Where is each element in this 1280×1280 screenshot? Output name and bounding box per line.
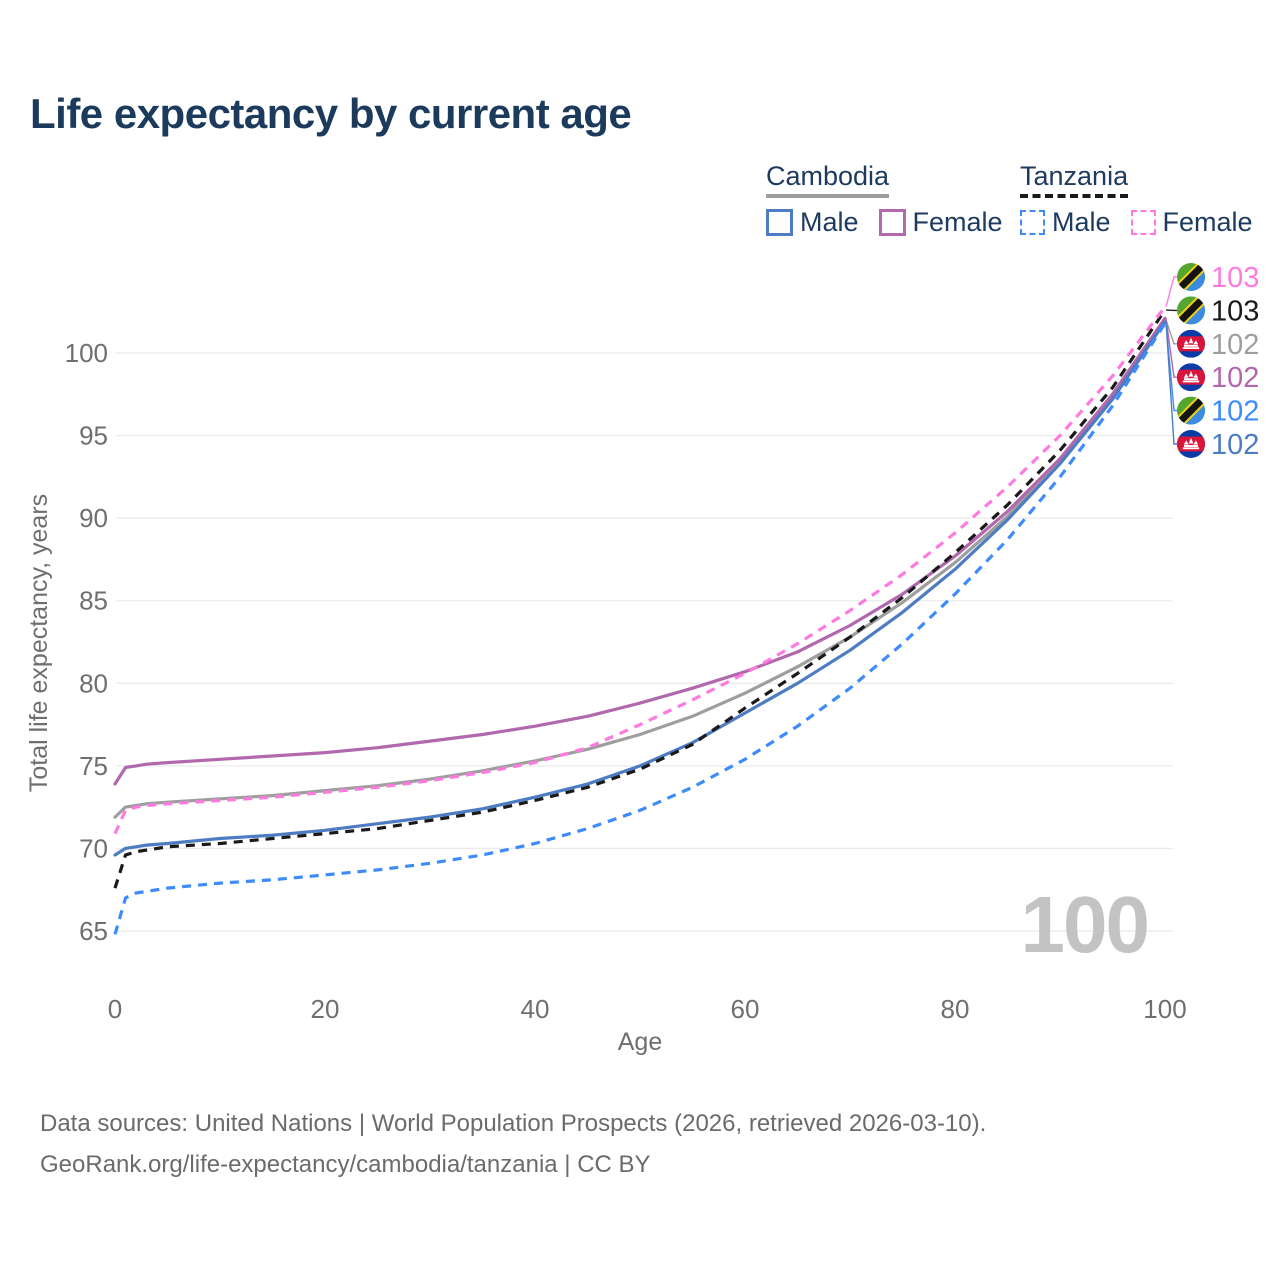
legend-label: Male — [1052, 207, 1111, 237]
y-axis-title: Total life expectancy, years — [25, 494, 53, 792]
series-line-tanzania_female[interactable] — [113, 305, 1167, 835]
cambodia-flag-icon — [1177, 430, 1205, 458]
series-line-tanzania_both[interactable] — [113, 309, 1167, 889]
end-value-label-cambodia_both: 102 — [1211, 329, 1259, 361]
y-tick-label: 70 — [79, 833, 108, 863]
end-value-label-cambodia_female: 102 — [1211, 362, 1259, 394]
y-tick-label: 95 — [79, 421, 108, 451]
leader-line-cambodia_male — [1165, 321, 1177, 445]
cambodia-flag-icon — [1177, 330, 1205, 358]
legend-item-cambodia-male[interactable]: Male — [766, 207, 859, 238]
legend-item-cambodia-female[interactable]: Female — [878, 207, 1003, 238]
age-watermark: 100 — [1021, 880, 1148, 969]
legend-item-tanzania-female[interactable]: Female — [1130, 207, 1253, 238]
legend-group-tanzania: Tanzania Male Female — [1020, 161, 1253, 238]
y-tick-label: 65 — [79, 916, 108, 946]
tanzania-flag-icon — [1177, 296, 1205, 324]
x-axis-tick-labels: 0 20 40 60 80 100 — [108, 994, 1187, 1024]
end-value-label-cambodia_male: 102 — [1211, 429, 1259, 461]
tanzania-female-swatch-icon — [1130, 210, 1156, 235]
flag-icons — [1177, 263, 1205, 458]
y-tick-label: 85 — [79, 586, 108, 616]
x-tick-label: 100 — [1143, 994, 1186, 1024]
cambodia-female-swatch-icon — [878, 209, 906, 236]
leader-line-cambodia_female — [1165, 318, 1177, 378]
x-tick-label: 60 — [731, 994, 760, 1024]
tanzania-flag-icon — [1177, 263, 1205, 291]
series-line-cambodia_male[interactable] — [113, 320, 1167, 857]
legend-country-cambodia: Cambodia — [766, 161, 890, 198]
data-source-note: Data sources: United Nations | World Pop… — [40, 1103, 986, 1185]
series-line-tanzania_male[interactable] — [113, 322, 1167, 935]
leader-line-cambodia_both — [1165, 319, 1177, 345]
legend-label: Female — [1162, 207, 1253, 237]
gridlines — [116, 352, 1173, 932]
page-title: Life expectancy by current age — [30, 90, 632, 137]
y-tick-label: 80 — [79, 668, 108, 698]
x-axis-title: Age — [618, 1028, 662, 1056]
x-tick-label: 80 — [941, 994, 970, 1024]
source-line-1: Data sources: United Nations | World Pop… — [40, 1110, 987, 1137]
tanzania-male-swatch-icon — [1020, 210, 1045, 235]
leader-line-tanzania_female — [1165, 276, 1177, 307]
y-tick-label: 75 — [79, 751, 108, 781]
end-value-label-tanzania_female: 103 — [1211, 262, 1259, 294]
series-line-cambodia_female[interactable] — [113, 316, 1167, 786]
legend-label: Female — [912, 207, 1003, 237]
cambodia-flag-icon — [1177, 363, 1205, 391]
legend-label: Male — [800, 207, 859, 237]
series-lines — [113, 305, 1167, 935]
y-tick-label: 100 — [65, 338, 108, 368]
leader-lines — [1165, 276, 1177, 445]
cambodia-male-swatch-icon — [766, 209, 793, 236]
end-value-label-tanzania_both: 103 — [1211, 295, 1259, 327]
y-tick-label: 90 — [79, 503, 108, 533]
series-line-cambodia_both[interactable] — [113, 318, 1167, 819]
tanzania-flag-icon — [1177, 397, 1205, 425]
x-tick-label: 20 — [311, 994, 340, 1024]
legend-item-tanzania-male[interactable]: Male — [1020, 207, 1111, 238]
x-tick-label: 40 — [521, 994, 550, 1024]
y-axis-tick-labels: 65 70 75 80 85 90 95 100 — [65, 338, 108, 946]
legend-group-cambodia: Cambodia Male Female — [766, 161, 1003, 238]
end-value-label-tanzania_male: 102 — [1211, 396, 1259, 428]
x-tick-label: 0 — [108, 994, 122, 1024]
legend-country-tanzania: Tanzania — [1020, 161, 1129, 198]
source-line-2: GeoRank.org/life-expectancy/cambodia/tan… — [40, 1151, 651, 1178]
